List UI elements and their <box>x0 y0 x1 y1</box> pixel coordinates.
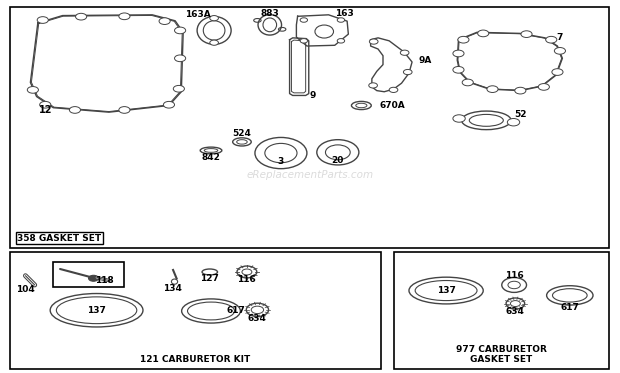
Circle shape <box>76 13 87 20</box>
Text: 3: 3 <box>278 157 284 166</box>
Circle shape <box>477 30 489 37</box>
Circle shape <box>210 16 218 21</box>
Circle shape <box>389 87 398 93</box>
Text: 121 CARBURETOR KIT: 121 CARBURETOR KIT <box>141 355 250 364</box>
Bar <box>394 251 609 369</box>
Text: 163: 163 <box>335 9 353 18</box>
Bar <box>10 7 609 248</box>
Circle shape <box>159 18 170 25</box>
Text: 137: 137 <box>436 286 456 295</box>
Circle shape <box>300 18 308 22</box>
Circle shape <box>119 107 130 113</box>
Text: 977 CARBURETOR
GASKET SET: 977 CARBURETOR GASKET SET <box>456 345 547 364</box>
Circle shape <box>119 13 130 20</box>
Circle shape <box>210 40 218 45</box>
Text: 842: 842 <box>202 153 221 162</box>
Circle shape <box>453 66 464 73</box>
Text: 524: 524 <box>232 129 251 138</box>
Circle shape <box>174 55 185 62</box>
Circle shape <box>552 69 563 75</box>
Text: 883: 883 <box>260 9 279 18</box>
Text: 634: 634 <box>248 314 267 323</box>
Circle shape <box>521 31 532 37</box>
Text: 358 GASKET SET: 358 GASKET SET <box>17 233 102 242</box>
Circle shape <box>538 84 549 90</box>
Text: eReplacementParts.com: eReplacementParts.com <box>246 170 374 181</box>
Circle shape <box>337 38 345 43</box>
Text: 7: 7 <box>556 33 562 43</box>
Circle shape <box>69 107 81 113</box>
Bar <box>53 261 125 287</box>
Text: 52: 52 <box>514 110 526 119</box>
Text: 617: 617 <box>560 303 579 312</box>
Circle shape <box>370 39 378 44</box>
Circle shape <box>337 18 345 22</box>
Text: 116: 116 <box>237 275 256 284</box>
Bar <box>10 251 381 369</box>
Circle shape <box>515 87 526 94</box>
Circle shape <box>554 47 565 54</box>
Circle shape <box>546 37 557 43</box>
Text: 127: 127 <box>200 274 219 283</box>
Text: 9: 9 <box>310 91 316 100</box>
Circle shape <box>89 275 99 281</box>
Text: 634: 634 <box>506 307 525 316</box>
Text: 137: 137 <box>87 306 106 315</box>
Text: 104: 104 <box>16 285 35 294</box>
Circle shape <box>453 115 465 122</box>
Circle shape <box>404 69 412 75</box>
Circle shape <box>164 101 174 108</box>
Circle shape <box>458 37 469 43</box>
Circle shape <box>27 87 38 93</box>
Circle shape <box>453 50 464 57</box>
Circle shape <box>462 79 473 86</box>
Circle shape <box>487 86 498 93</box>
Text: 163A: 163A <box>185 10 210 19</box>
Circle shape <box>300 38 308 43</box>
Text: 20: 20 <box>332 156 344 165</box>
Circle shape <box>173 85 184 92</box>
Circle shape <box>174 27 185 34</box>
Circle shape <box>507 119 520 126</box>
Circle shape <box>40 101 51 108</box>
Text: 670A: 670A <box>379 101 405 110</box>
Text: 134: 134 <box>163 284 182 293</box>
Text: 617: 617 <box>226 307 246 316</box>
Circle shape <box>37 17 48 23</box>
Circle shape <box>369 83 378 88</box>
Text: 12: 12 <box>38 106 52 116</box>
Circle shape <box>401 50 409 55</box>
Text: 118: 118 <box>95 276 114 285</box>
Text: 116: 116 <box>505 271 523 280</box>
Text: 9A: 9A <box>418 56 432 65</box>
